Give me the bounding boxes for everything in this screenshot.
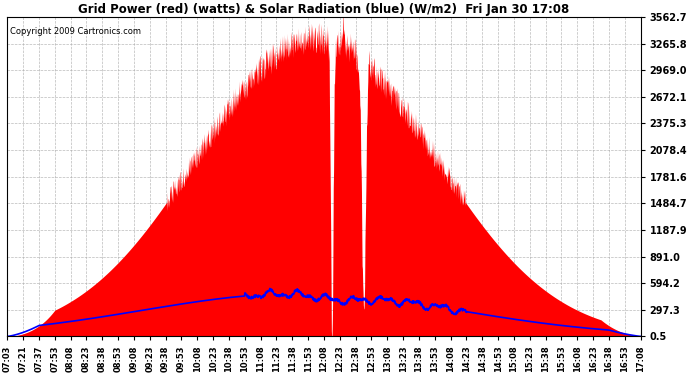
Text: Copyright 2009 Cartronics.com: Copyright 2009 Cartronics.com [10,27,141,36]
Title: Grid Power (red) (watts) & Solar Radiation (blue) (W/m2)  Fri Jan 30 17:08: Grid Power (red) (watts) & Solar Radiati… [78,3,569,16]
